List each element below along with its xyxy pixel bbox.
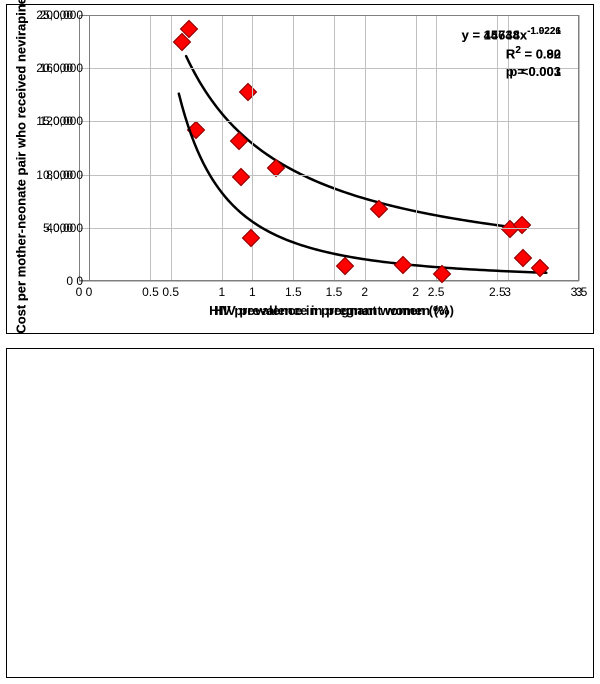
- figure: 05,00010,00015,00020,00025,00000.511.522…: [0, 0, 600, 684]
- x-tick-label: 2.5: [428, 285, 445, 299]
- y-tick-label: 160,000: [40, 61, 83, 75]
- plot-area-bottom: 040,00080,000120,000160,000200,00000.511…: [89, 15, 579, 281]
- y-tick-label: 0: [66, 274, 73, 288]
- x-tick-label: 0: [86, 285, 93, 299]
- x-tick-label: 1: [219, 285, 226, 299]
- y-tick-label: 120,000: [40, 114, 83, 128]
- x-tick-label: 1.5: [285, 285, 302, 299]
- y-tick-label: 200,000: [40, 8, 83, 22]
- fit-annotation: y = 44638x-1.9221R2 = 0.80p = 0.003: [462, 25, 561, 80]
- y-axis-title: Cost per mother-neonate pair who receive…: [14, 0, 29, 334]
- x-axis-title: HIV prevalence in pregnant women (%): [214, 303, 454, 318]
- x-tick-label: 1: [249, 285, 256, 299]
- gridline-v: [579, 15, 580, 281]
- x-tick-label: 0.5: [142, 285, 159, 299]
- x-tick-label: 2.5: [489, 285, 506, 299]
- x-tick-label: 1.5: [326, 285, 343, 299]
- x-tick-label: 3: [576, 285, 583, 299]
- chart-panel-bottom: 040,00080,000120,000160,000200,00000.511…: [6, 348, 594, 678]
- x-tick-label: 2: [361, 285, 368, 299]
- x-tick-label: 0.5: [162, 285, 179, 299]
- x-tick-label: 2: [412, 285, 419, 299]
- y-tick-label: 40,000: [46, 221, 83, 235]
- y-tick-label: 0: [76, 274, 83, 288]
- gridline-h: [89, 281, 579, 282]
- y-tick-label: 80,000: [46, 168, 83, 182]
